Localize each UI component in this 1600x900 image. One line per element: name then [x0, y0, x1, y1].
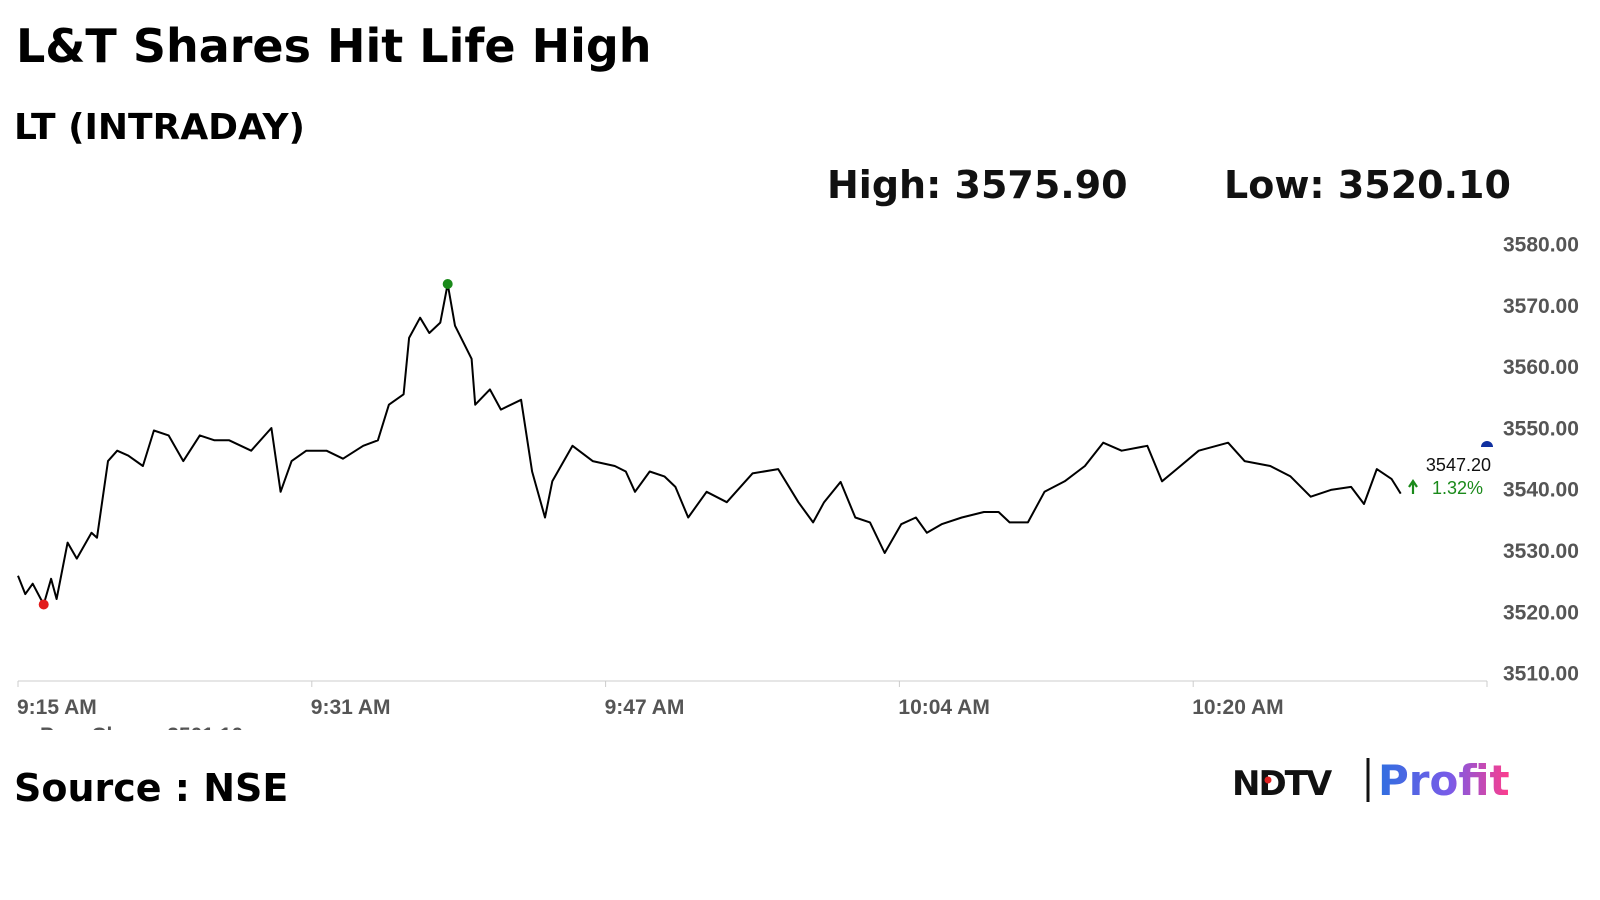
y-tick-label: 3560.00	[1503, 356, 1579, 379]
y-tick-label: 3520.00	[1503, 601, 1579, 624]
x-tick-label: 9:47 AM	[605, 696, 685, 719]
logo: NDTV Profit	[1232, 756, 1510, 805]
x-tick-label: 9:31 AM	[311, 696, 391, 719]
y-tick-label: 3550.00	[1503, 417, 1579, 440]
chart-title: L&T Shares Hit Life High	[16, 19, 652, 73]
y-tick-label: 3540.00	[1503, 479, 1579, 502]
y-tick-label: 3530.00	[1503, 540, 1579, 563]
price-line	[17, 283, 1402, 606]
x-tick-label: 10:20 AM	[1192, 696, 1283, 719]
logo-dot	[1264, 776, 1272, 784]
prev-close: Prev Close : 3501.10	[40, 724, 243, 747]
high-marker	[442, 278, 453, 289]
low-label: Low: 3520.10	[1224, 163, 1511, 207]
last-price-marker	[1481, 441, 1493, 448]
x-tick-label: 9:15 AM	[17, 696, 97, 719]
y-tick-label: 3570.00	[1503, 295, 1579, 318]
change-label: 1.32%	[1432, 478, 1483, 498]
x-tick-label: 10:04 AM	[898, 696, 989, 719]
logo-left: NDTV	[1232, 764, 1333, 804]
logo-right: Profit	[1378, 756, 1510, 805]
chart-subtitle: LT (INTRADAY)	[14, 107, 305, 148]
low-marker	[38, 599, 49, 610]
clipped-note: Prev Close : 3501.10	[40, 724, 243, 747]
high-label: High: 3575.90	[827, 163, 1128, 207]
source: Source : NSE	[14, 766, 288, 810]
y-tick-label: 3510.00	[1503, 663, 1579, 686]
y-tick-label: 3580.00	[1503, 234, 1579, 257]
change-arrow	[1408, 479, 1418, 495]
last-price-label: 3547.20	[1426, 455, 1491, 475]
